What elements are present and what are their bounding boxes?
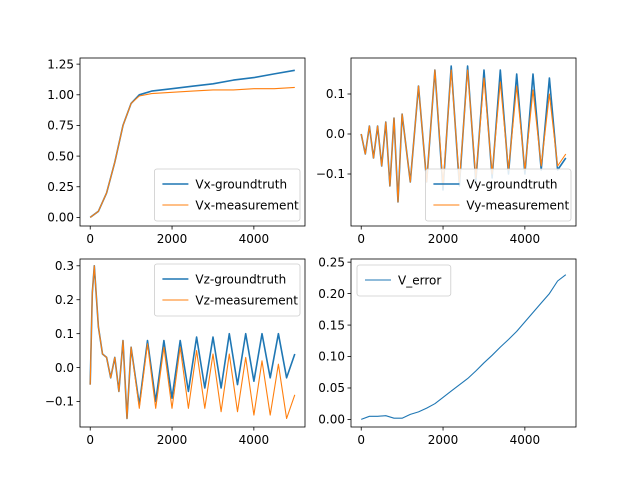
y-tick-label: 0.75 <box>47 119 74 133</box>
series-line-vx-measurement <box>89 86 295 218</box>
x-tick-label: 2000 <box>428 433 459 447</box>
y-tick-label: 1.25 <box>47 57 74 71</box>
y-tick-label: 1.00 <box>47 88 74 102</box>
legend-label: Vy-measurement <box>466 198 569 212</box>
x-tick-label: 4000 <box>510 433 541 447</box>
axes-frame <box>350 258 577 428</box>
y-tick-label: 0.1 <box>326 87 345 101</box>
x-tick-label: 0 <box>86 232 94 246</box>
y-tick-label: 0.15 <box>318 318 345 332</box>
y-tick-label: 0.00 <box>47 211 74 225</box>
series-line-v-error <box>361 274 567 420</box>
axes-frame <box>79 258 306 428</box>
y-tick-label: 0.50 <box>47 149 74 163</box>
y-tick-label: 0.05 <box>318 381 345 395</box>
legend: V_error <box>356 264 452 297</box>
x-tick-label: 0 <box>357 232 365 246</box>
legend: Vy-groundtruth Vy-measurement <box>424 168 572 222</box>
x-tick-label: 4000 <box>510 232 541 246</box>
x-tick-label: 2000 <box>157 232 188 246</box>
x-tick-label: 4000 <box>239 232 270 246</box>
y-tick-label: −0.1 <box>45 395 74 409</box>
y-tick-label: 0.2 <box>55 293 74 307</box>
x-tick-label: 2000 <box>428 232 459 246</box>
axes-frame <box>350 57 577 227</box>
legend-label: Vz-groundtruth <box>195 272 286 286</box>
y-tick-label: 0.3 <box>55 259 74 273</box>
legend-label: Vx-measurement <box>195 198 299 212</box>
legend-box <box>356 264 452 297</box>
series-line-vz-measurement <box>89 265 296 420</box>
y-tick-label: −0.1 <box>316 167 345 181</box>
y-tick-label: 0.20 <box>318 287 345 301</box>
y-tick-label: 0.25 <box>47 180 74 194</box>
y-tick-label: 0.10 <box>318 350 345 364</box>
legend: Vz-groundtruth Vz-measurement <box>153 263 301 317</box>
legend-label: Vz-measurement <box>195 293 298 307</box>
legend-label: V_error <box>398 273 441 287</box>
legend-box <box>153 263 301 317</box>
y-tick-label: 0.0 <box>55 361 74 375</box>
subplot-vz: 0 2000 4000−0.10.00.10.20.3Vz-groundtruthV… <box>45 258 306 447</box>
axes-frame <box>79 57 306 227</box>
legend-box <box>424 168 572 222</box>
subplot-vy: 0 2000 4000 −0.1 0.0 0.1 Vy-groundtruth Vy-meas… <box>316 57 577 246</box>
x-tick-label: 0 <box>357 433 365 447</box>
legend-label: Vx-groundtruth <box>195 177 287 191</box>
x-tick-label: 0 <box>86 433 94 447</box>
subplot-vx: 0 2000 4000 0.00 0.25 0.50 0.75 1.00 1.25 Vx-grou… <box>47 57 306 246</box>
y-tick-label: 0.00 <box>318 413 345 427</box>
legend: Vx-groundtruth Vx-measurement <box>153 168 301 222</box>
x-tick-label: 4000 <box>239 433 270 447</box>
x-tick-label: 2000 <box>157 433 188 447</box>
y-tick-label: 0.1 <box>55 327 74 341</box>
legend-box <box>153 168 301 222</box>
legend-label: Vy-groundtruth <box>466 177 557 191</box>
y-tick-label: 0.25 <box>318 255 345 269</box>
subplot-v-error: 0 2000 4000 0.00 0.05 0.10 0.15 0.20 0.25 V_error <box>318 255 577 447</box>
y-tick-label: 0.0 <box>326 127 345 141</box>
